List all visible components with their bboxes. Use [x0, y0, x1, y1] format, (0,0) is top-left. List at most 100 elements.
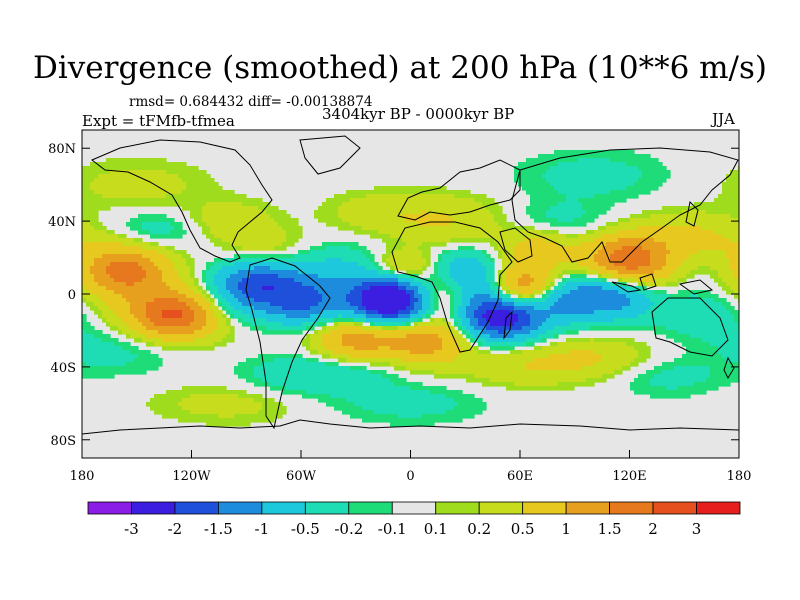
- field-cell: [602, 178, 607, 183]
- field-cell: [122, 246, 127, 251]
- field-cell: [386, 246, 391, 251]
- field-cell: [154, 274, 159, 279]
- field-cell: [694, 298, 699, 303]
- field-cell: [390, 314, 395, 319]
- field-cell: [262, 286, 267, 291]
- field-cell: [466, 270, 471, 275]
- field-cell: [550, 258, 555, 263]
- field-cell: [734, 242, 739, 247]
- field-cell: [490, 242, 495, 247]
- field-cell: [442, 190, 447, 195]
- field-cell: [366, 250, 371, 255]
- field-cell: [610, 202, 615, 207]
- field-cell: [326, 314, 331, 319]
- field-cell: [562, 162, 567, 167]
- field-cell: [82, 226, 87, 231]
- field-cell: [514, 250, 519, 255]
- field-cell: [534, 218, 539, 223]
- field-cell: [454, 294, 459, 299]
- field-cell: [318, 262, 323, 267]
- field-cell: [578, 218, 583, 223]
- field-cell: [182, 198, 187, 203]
- field-cell: [158, 306, 163, 311]
- field-cell: [190, 266, 195, 271]
- field-cell: [630, 262, 635, 267]
- field-cell: [374, 234, 379, 239]
- field-cell: [638, 286, 643, 291]
- field-cell: [90, 266, 95, 271]
- field-cell: [118, 294, 123, 299]
- field-cell: [346, 270, 351, 275]
- field-cell: [258, 278, 263, 283]
- field-cell: [590, 258, 595, 263]
- field-cell: [594, 214, 599, 219]
- field-cell: [598, 306, 603, 311]
- field-cell: [238, 222, 243, 227]
- field-cell: [186, 254, 191, 259]
- field-cell: [330, 250, 335, 255]
- field-cell: [610, 190, 615, 195]
- field-cell: [454, 306, 459, 311]
- field-cell: [190, 182, 195, 187]
- field-cell: [178, 170, 183, 175]
- field-cell: [110, 198, 115, 203]
- field-cell: [474, 254, 479, 259]
- field-cell: [694, 294, 699, 299]
- field-cell: [590, 150, 595, 155]
- field-cell: [526, 242, 531, 247]
- field-cell: [406, 222, 411, 227]
- field-cell: [98, 206, 103, 211]
- field-cell: [242, 262, 247, 267]
- field-cell: [206, 270, 211, 275]
- field-cell: [306, 258, 311, 263]
- field-cell: [718, 282, 723, 287]
- field-cell: [618, 234, 623, 239]
- field-cell: [590, 182, 595, 187]
- field-cell: [322, 210, 327, 215]
- field-cell: [638, 282, 643, 287]
- field-cell: [562, 170, 567, 175]
- field-cell: [238, 278, 243, 283]
- field-cell: [190, 262, 195, 267]
- field-cell: [110, 250, 115, 255]
- field-cell: [134, 158, 139, 163]
- field-cell: [574, 234, 579, 239]
- field-cell: [370, 278, 375, 283]
- field-cell: [674, 278, 679, 283]
- field-cell: [146, 254, 151, 259]
- field-cell: [110, 282, 115, 287]
- field-cell: [186, 258, 191, 263]
- field-cell: [606, 150, 611, 155]
- field-cell: [726, 266, 731, 271]
- field-cell: [274, 254, 279, 259]
- field-cell: [118, 254, 123, 259]
- field-cell: [270, 234, 275, 239]
- field-cell: [518, 298, 523, 303]
- field-cell: [418, 246, 423, 251]
- field-cell: [478, 250, 483, 255]
- field-cell: [214, 206, 219, 211]
- field-cell: [334, 258, 339, 263]
- field-cell: [474, 202, 479, 207]
- field-cell: [198, 190, 203, 195]
- field-cell: [402, 246, 407, 251]
- field-cell: [402, 266, 407, 271]
- field-cell: [106, 290, 111, 295]
- field-cell: [318, 246, 323, 251]
- field-cell: [266, 238, 271, 243]
- field-cell: [82, 174, 87, 179]
- field-cell: [650, 226, 655, 231]
- field-cell: [682, 294, 687, 299]
- field-cell: [162, 234, 167, 239]
- field-cell: [230, 282, 235, 287]
- field-cell: [434, 234, 439, 239]
- field-cell: [374, 222, 379, 227]
- field-cell: [734, 282, 739, 287]
- field-cell: [434, 242, 439, 247]
- field-cell: [578, 306, 583, 311]
- field-cell: [518, 246, 523, 251]
- field-cell: [114, 274, 119, 279]
- field-cell: [278, 314, 283, 319]
- field-cell: [694, 266, 699, 271]
- field-cell: [434, 290, 439, 295]
